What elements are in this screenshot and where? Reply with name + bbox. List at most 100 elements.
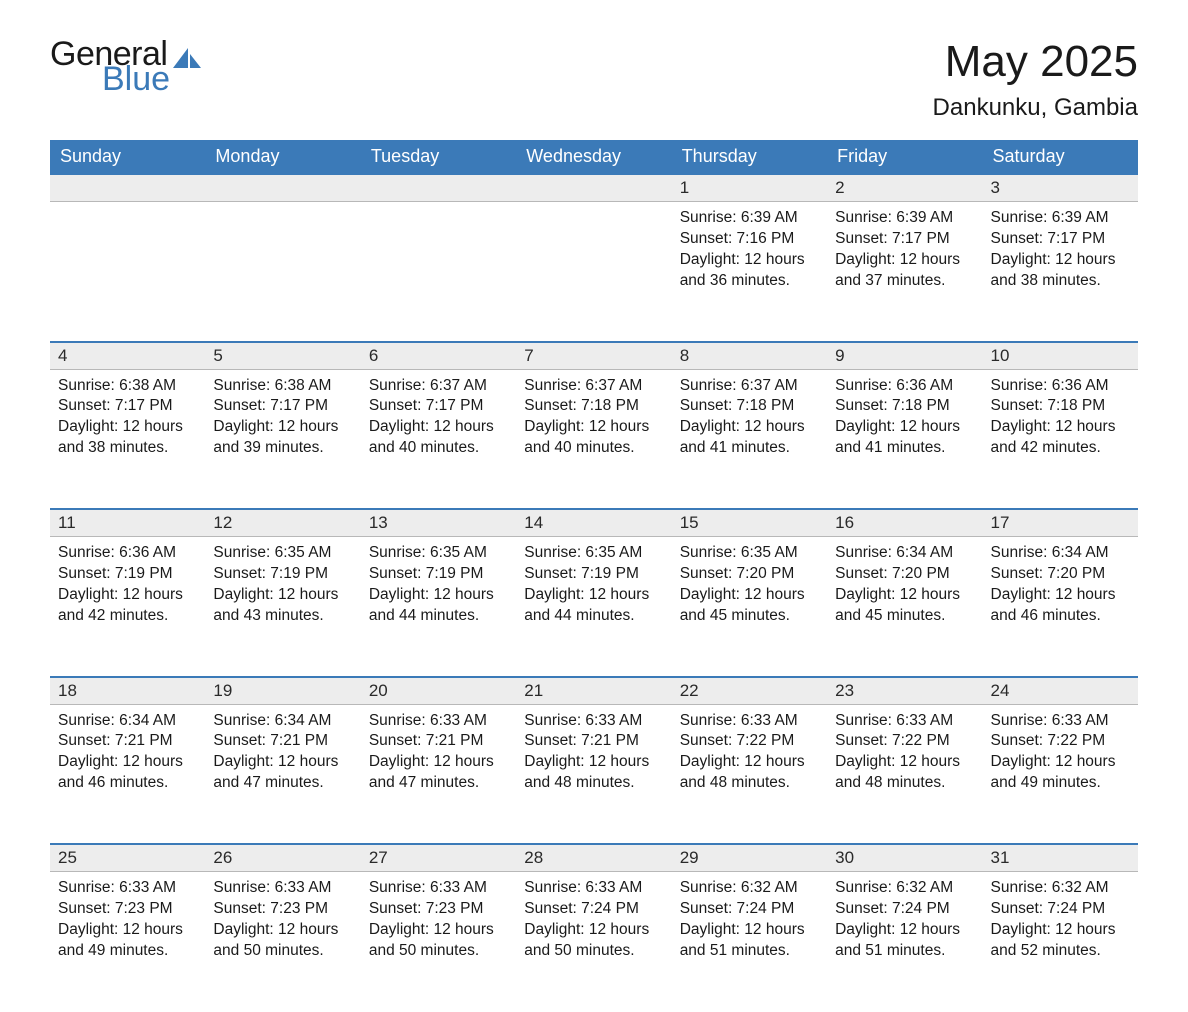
daylight-text: Daylight: 12 hours and 41 minutes. [835, 417, 974, 459]
day-content-cell: Sunrise: 6:33 AMSunset: 7:21 PMDaylight:… [361, 704, 516, 844]
day-number-cell: 25 [50, 844, 205, 872]
sunrise-text: Sunrise: 6:33 AM [369, 711, 508, 732]
page-header: General Blue May 2025 Dankunku, Gambia [50, 40, 1138, 122]
day-content-cell: Sunrise: 6:36 AMSunset: 7:18 PMDaylight:… [983, 369, 1138, 509]
day-content-cell: Sunrise: 6:39 AMSunset: 7:17 PMDaylight:… [827, 202, 982, 342]
sunset-text: Sunset: 7:19 PM [58, 564, 197, 585]
daylight-text: Daylight: 12 hours and 46 minutes. [58, 752, 197, 794]
day-content-cell: Sunrise: 6:35 AMSunset: 7:20 PMDaylight:… [672, 537, 827, 677]
day-number-cell: 9 [827, 342, 982, 370]
sunrise-text: Sunrise: 6:37 AM [680, 376, 819, 397]
daylight-text: Daylight: 12 hours and 37 minutes. [835, 250, 974, 292]
daylight-text: Daylight: 12 hours and 49 minutes. [58, 920, 197, 962]
sunrise-text: Sunrise: 6:34 AM [213, 711, 352, 732]
day-number-cell [516, 174, 671, 202]
sunrise-text: Sunrise: 6:33 AM [58, 878, 197, 899]
day-content-row: Sunrise: 6:36 AMSunset: 7:19 PM Daylight:… [50, 537, 1138, 677]
sunset-text: Sunset: 7:20 PM [835, 564, 974, 585]
sunset-text: Sunset: 7:22 PM [835, 731, 974, 752]
day-content-cell [516, 202, 671, 342]
sunrise-text: Sunrise: 6:35 AM [680, 543, 819, 564]
day-number-cell: 4 [50, 342, 205, 370]
day-content-cell: Sunrise: 6:33 AMSunset: 7:21 PMDaylight:… [516, 704, 671, 844]
sunrise-text: Sunrise: 6:36 AM [58, 543, 197, 564]
day-content-cell: Sunrise: 6:33 AMSunset: 7:22 PMDaylight:… [827, 704, 982, 844]
day-content-cell: Sunrise: 6:37 AMSunset: 7:18 PMDaylight:… [672, 369, 827, 509]
day-number-cell: 17 [983, 509, 1138, 537]
sail-icon [172, 46, 202, 70]
daylight-text: Daylight: 12 hours and 40 minutes. [369, 417, 508, 459]
sunset-text: Sunset: 7:17 PM [991, 229, 1130, 250]
day-content-cell: Sunrise: 6:34 AMSunset: 7:20 PMDaylight:… [827, 537, 982, 677]
day-content-cell: Sunrise: 6:36 AMSunset: 7:19 PMDaylight:… [50, 537, 205, 677]
daylight-text: Daylight: 12 hours and 45 minutes. [680, 585, 819, 627]
day-content-row: Sunrise: 6:39 AMSunset: 7:16 PMDaylight:… [50, 202, 1138, 342]
day-number-cell: 16 [827, 509, 982, 537]
day-number-cell: 30 [827, 844, 982, 872]
day-content-cell: Sunrise: 6:35 AMSunset: 7:19 PMDaylight:… [361, 537, 516, 677]
day-content-cell: Sunrise: 6:32 AMSunset: 7:24 PMDaylight:… [827, 872, 982, 1012]
daylight-text: Daylight: 12 hours and 48 minutes. [680, 752, 819, 794]
day-content-cell: Sunrise: 6:34 AMSunset: 7:20 PMDaylight:… [983, 537, 1138, 677]
day-content-cell [205, 202, 360, 342]
sunrise-text: Sunrise: 6:38 AM [213, 376, 352, 397]
daylight-text: Daylight: 12 hours and 50 minutes. [524, 920, 663, 962]
day-number-cell: 21 [516, 677, 671, 705]
day-content-cell: Sunrise: 6:37 AMSunset: 7:17 PMDaylight:… [361, 369, 516, 509]
month-title: May 2025 [933, 40, 1138, 84]
day-content-cell: Sunrise: 6:39 AMSunset: 7:17 PMDaylight:… [983, 202, 1138, 342]
day-number-cell [361, 174, 516, 202]
sunrise-text: Sunrise: 6:33 AM [991, 711, 1130, 732]
day-number-cell: 23 [827, 677, 982, 705]
day-number-row: 45678910 [50, 342, 1138, 370]
day-content-cell: Sunrise: 6:33 AMSunset: 7:23 PMDaylight:… [205, 872, 360, 1012]
day-content-cell: Sunrise: 6:32 AMSunset: 7:24 PMDaylight:… [983, 872, 1138, 1012]
daylight-text: Daylight: 12 hours and 43 minutes. [213, 585, 352, 627]
sunset-text: Sunset: 7:21 PM [213, 731, 352, 752]
day-number-cell: 2 [827, 174, 982, 202]
daylight-text: Daylight: 12 hours and 40 minutes. [524, 417, 663, 459]
sunrise-text: Sunrise: 6:36 AM [835, 376, 974, 397]
day-number-cell: 31 [983, 844, 1138, 872]
daylight-text: Daylight: 12 hours and 42 minutes. [991, 417, 1130, 459]
day-content-cell: Sunrise: 6:35 AMSunset: 7:19 PMDaylight:… [516, 537, 671, 677]
sunset-text: Sunset: 7:24 PM [524, 899, 663, 920]
sunset-text: Sunset: 7:23 PM [213, 899, 352, 920]
day-header: Thursday [672, 140, 827, 174]
day-number-row: 25262728293031 [50, 844, 1138, 872]
day-content-cell [50, 202, 205, 342]
day-number-cell: 5 [205, 342, 360, 370]
day-number-cell: 10 [983, 342, 1138, 370]
sunrise-text: Sunrise: 6:32 AM [835, 878, 974, 899]
day-number-cell [205, 174, 360, 202]
sunset-text: Sunset: 7:21 PM [58, 731, 197, 752]
sunrise-text: Sunrise: 6:39 AM [680, 208, 819, 229]
day-number-cell: 14 [516, 509, 671, 537]
title-block: May 2025 Dankunku, Gambia [933, 40, 1138, 122]
daylight-text: Daylight: 12 hours and 39 minutes. [213, 417, 352, 459]
sunset-text: Sunset: 7:20 PM [991, 564, 1130, 585]
day-number-cell [50, 174, 205, 202]
day-number-row: 123 [50, 174, 1138, 202]
daylight-text: Daylight: 12 hours and 41 minutes. [680, 417, 819, 459]
day-content-cell: Sunrise: 6:37 AMSunset: 7:18 PMDaylight:… [516, 369, 671, 509]
daylight-text: Daylight: 12 hours and 51 minutes. [680, 920, 819, 962]
sunrise-text: Sunrise: 6:35 AM [213, 543, 352, 564]
sunset-text: Sunset: 7:18 PM [835, 396, 974, 417]
calendar-table: Sunday Monday Tuesday Wednesday Thursday… [50, 140, 1138, 1012]
sunset-text: Sunset: 7:17 PM [213, 396, 352, 417]
sunrise-text: Sunrise: 6:33 AM [524, 878, 663, 899]
daylight-text: Daylight: 12 hours and 48 minutes. [524, 752, 663, 794]
sunrise-text: Sunrise: 6:35 AM [369, 543, 508, 564]
day-header: Tuesday [361, 140, 516, 174]
daylight-text: Daylight: 12 hours and 52 minutes. [991, 920, 1130, 962]
day-content-cell: Sunrise: 6:36 AMSunset: 7:18 PMDaylight:… [827, 369, 982, 509]
calendar-page: General Blue May 2025 Dankunku, Gambia S… [0, 0, 1188, 918]
day-number-row: 18192021222324 [50, 677, 1138, 705]
sunrise-text: Sunrise: 6:32 AM [991, 878, 1130, 899]
sunrise-text: Sunrise: 6:39 AM [835, 208, 974, 229]
day-number-cell: 1 [672, 174, 827, 202]
day-number-cell: 12 [205, 509, 360, 537]
day-content-cell: Sunrise: 6:34 AMSunset: 7:21 PMDaylight:… [50, 704, 205, 844]
day-content-cell: Sunrise: 6:33 AMSunset: 7:22 PMDaylight:… [672, 704, 827, 844]
